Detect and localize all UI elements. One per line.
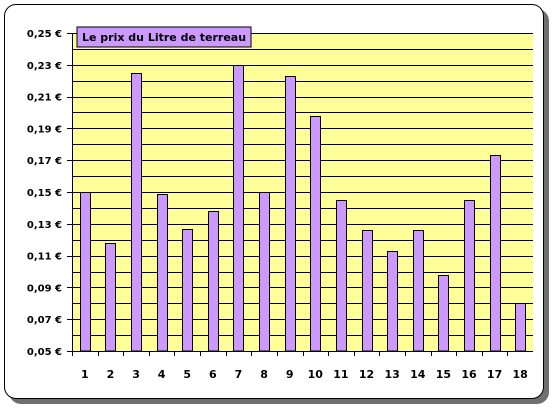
bar-16 [464, 200, 475, 352]
y-tick-label: 0,23 € [27, 61, 62, 72]
bar-7 [233, 65, 244, 352]
y-tick-label: 0,13 € [27, 220, 62, 231]
bar-17 [490, 155, 501, 352]
x-tick-label: 4 [158, 368, 166, 381]
bar-8 [259, 192, 270, 352]
bar-11 [336, 200, 347, 352]
y-tick-label: 0,19 € [27, 124, 62, 135]
y-tick-label: 0,15 € [27, 188, 62, 199]
bar-5 [182, 229, 193, 352]
x-tick-label: 8 [260, 368, 268, 381]
y-tick-label: 0,09 € [27, 283, 62, 294]
bar-18 [515, 303, 526, 352]
x-tick-label: 6 [209, 368, 217, 381]
bar-9 [285, 76, 296, 352]
x-tick-label: 10 [308, 368, 324, 381]
axes [67, 33, 533, 356]
x-tick-label: 7 [235, 368, 243, 381]
x-tick-label: 11 [333, 368, 348, 381]
y-tick-label: 0,05 € [27, 347, 62, 358]
y-tick-label: 0,11 € [27, 252, 62, 263]
chart-title-group: Le prix du Litre de terreau [76, 26, 252, 48]
x-tick-label: 2 [107, 368, 115, 381]
x-tick-label: 1 [81, 368, 89, 381]
bar-4 [157, 194, 168, 352]
x-tick-label: 17 [487, 368, 502, 381]
bar-1 [80, 192, 91, 352]
y-axis-tick-labels: 0,05 € 0,07 € 0,09 € 0,11 € 0,13 € 0,15 € 0,17… [27, 29, 62, 358]
x-tick-label: 18 [513, 368, 528, 381]
bar-14 [413, 230, 424, 352]
x-tick-label: 9 [286, 368, 294, 381]
bar-2 [105, 243, 116, 352]
x-tick-label: 12 [359, 368, 374, 381]
x-tick-label: 15 [436, 368, 451, 381]
y-tick-label: 0,21 € [27, 93, 62, 104]
bar-15 [438, 275, 449, 352]
x-tick-label: 3 [132, 368, 140, 381]
x-tick-label: 13 [384, 368, 399, 381]
bar-6 [208, 211, 219, 352]
bar-13 [387, 251, 398, 352]
bar-12 [362, 230, 373, 352]
bar-10 [310, 116, 321, 352]
y-tick-label: 0,07 € [27, 315, 62, 326]
gridlines [72, 33, 533, 336]
chart-title-box [76, 26, 252, 48]
y-tick-label: 0,17 € [27, 156, 62, 167]
x-axis-tick-labels: 1 2 3 4 5 6 7 8 9 10 11 12 13 14 15 16 17 18 [81, 368, 528, 381]
x-tick-label: 16 [461, 368, 477, 381]
bar-3 [131, 73, 142, 352]
x-tick-label: 14 [410, 368, 426, 381]
y-tick-label: 0,25 € [27, 29, 62, 40]
chart-title: Le prix du Litre de terreau [82, 31, 246, 44]
x-tick-label: 5 [183, 368, 191, 381]
